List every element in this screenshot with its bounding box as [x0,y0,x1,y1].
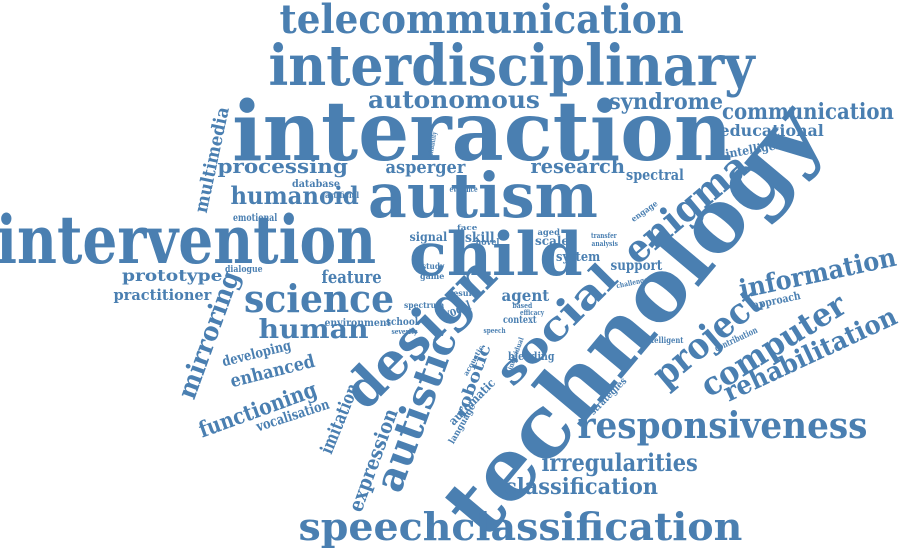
cloud-word-spectral: spectral [625,165,684,184]
cloud-word-environment: environment [323,318,391,329]
cloud-word-school: school [386,317,419,328]
cloud-word-skill: skill [464,230,495,246]
cloud-word-humanoid: humanoid [230,181,359,210]
cloud-word-autonomous: autonomous [368,85,540,114]
cloud-word-aged: aged [536,227,560,237]
cloud-word-support: support [610,258,662,274]
cloud-word-communication: communication [721,99,894,125]
cloud-word-human: human [258,315,369,345]
cloud-word-analysis: analysis [591,238,618,248]
cloud-word-game: game [420,271,445,281]
cloud-word-efficacy: efficacy [520,307,544,317]
cloud-word-interaction: interaction [232,84,733,180]
cloud-word-emotional: emotional [233,213,278,224]
cloud-word-irregularities: irregularities [540,448,698,477]
cloud-word-processing: processing [217,154,348,178]
cloud-word-science: science [244,276,395,321]
cloud-word-novel: novel [474,237,499,248]
cloud-word-speech: speech [483,325,506,335]
cloud-word-scale: scale [535,234,570,248]
cloud-word-imitation: imitation [315,380,364,458]
cloud-word-educational: educational [719,121,824,140]
cloud-word-intervention: intervention [0,201,377,279]
cloud-word-syndrome: syndrome [609,89,724,115]
cloud-word-study: study [422,261,445,271]
cloud-word-context: context [502,315,537,326]
cloud-word-responsiveness: responsiveness [576,405,867,447]
cloud-word-classification: classification [503,474,659,500]
cloud-word-based: based [511,300,532,310]
cloud-word-database: database [292,179,341,190]
cloud-word-research: research [530,154,625,178]
cloud-word-blending: blending [508,349,555,363]
cloud-word-spectrum: spectrum [404,300,445,310]
cloud-word-system: system [556,249,601,265]
cloud-word-face: face [456,222,478,232]
cloud-word-transfer: transfer [590,230,617,240]
cloud-word-evidence: evidence [449,184,478,194]
cloud-word-agent: agent [500,286,549,305]
cloud-word-autism: autism [368,159,598,232]
cloud-word-speechclassification: speechclassification [297,504,742,549]
cloud-word-result: result [449,288,476,298]
cloud-word-feature: feature [321,267,382,288]
cloud-word-asperger: asperger [384,157,465,178]
cloud-word-prototype: prototype [121,266,223,285]
cloud-word-intelligent: intelligent [642,335,683,345]
cloud-word-artificial: artificial [324,190,360,200]
cloud-word-child: child [408,220,583,290]
cloud-word-practitioner: practitioner [113,285,211,304]
cloud-word-telecommunication: telecommunication [279,0,684,43]
cloud-word-dialogue: dialogue [224,264,263,275]
cloud-word-interdisciplinary: interdisciplinary [267,33,755,99]
cloud-word-signal: signal [408,230,447,244]
cloud-word-severity: severity [390,326,417,336]
